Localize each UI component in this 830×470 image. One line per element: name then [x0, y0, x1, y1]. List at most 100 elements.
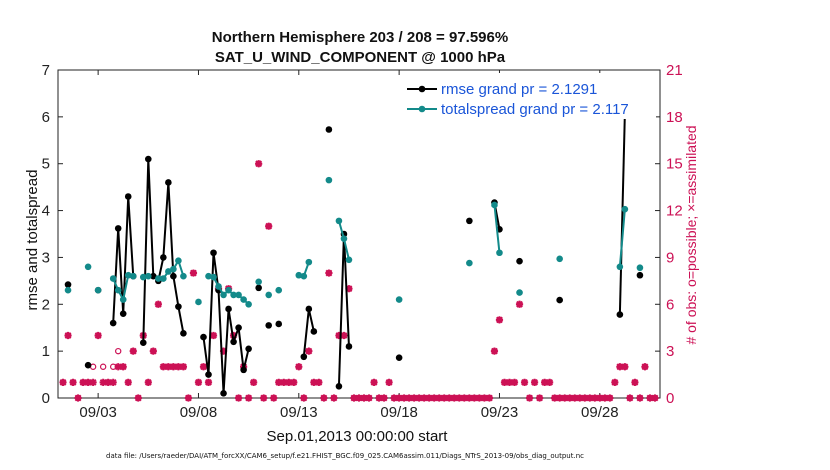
obs-assimilated-marker	[420, 394, 428, 402]
y-axis-label: rmse and totalspread	[24, 170, 41, 311]
obs-assimilated-marker	[631, 378, 639, 386]
totalspread-point	[195, 298, 202, 306]
obs-assimilated-marker	[370, 378, 378, 386]
obs-assimilated-marker	[621, 363, 629, 371]
legend-label: totalspread grand pr = 2.117	[441, 101, 629, 118]
totalspread-point	[466, 259, 473, 267]
totalspread-point	[305, 258, 313, 266]
totalspread-point	[165, 268, 172, 275]
obs-assimilated-marker	[275, 378, 283, 386]
obs-assimilated-marker	[611, 378, 619, 386]
obs-assimilated-marker	[546, 378, 554, 386]
rmse-line	[618, 113, 626, 315]
obs-assimilated-marker	[586, 394, 594, 402]
obs-assimilated-marker	[495, 316, 504, 324]
totalspread-point	[64, 286, 72, 294]
rmse-point	[325, 126, 333, 133]
x-tick-label: 09/03	[79, 404, 117, 421]
rmse-point	[220, 390, 227, 397]
obs-assimilated-marker	[270, 394, 278, 402]
obs-assimilated-marker	[265, 222, 273, 230]
rmse-point	[160, 254, 167, 261]
obs-assimilated-marker	[114, 363, 122, 371]
totalspread-point	[84, 263, 92, 271]
totalspread-point	[556, 255, 563, 263]
obs-assimilated-marker	[219, 347, 228, 355]
obs-assimilated-marker	[84, 378, 92, 386]
obs-assimilated-marker	[430, 394, 438, 402]
rmse-point	[395, 354, 403, 362]
rmse-point	[124, 193, 132, 200]
obs-assimilated-marker	[134, 394, 142, 402]
totalspread-point	[230, 291, 237, 299]
obs-assimilated-marker	[601, 394, 609, 402]
rmse-point	[305, 305, 313, 313]
obs-assimilated-marker	[99, 378, 107, 386]
obs-assimilated-marker	[651, 394, 659, 402]
obs-assimilated-marker	[164, 363, 172, 371]
totalspread-point	[265, 291, 273, 299]
totalspread-point	[225, 286, 232, 294]
rmse-point	[516, 257, 523, 265]
rmse-point	[109, 319, 117, 327]
obs-assimilated-marker	[445, 394, 453, 402]
obs-assimilated-marker	[536, 394, 544, 402]
obs-assimilated-marker	[626, 394, 634, 402]
obs-possible-marker	[99, 363, 107, 370]
rmse-point	[210, 249, 217, 257]
legend-label: rmse grand pr = 2.1291	[441, 81, 597, 98]
obs-assimilated-marker	[380, 394, 388, 402]
totalspread-point	[325, 176, 333, 184]
obs-assimilated-marker	[159, 363, 167, 371]
obs-assimilated-marker	[179, 363, 188, 371]
obs-assimilated-marker	[415, 394, 423, 402]
rmse-point	[255, 284, 262, 292]
obs-assimilated-marker	[280, 378, 288, 386]
obs-assimilated-marker	[64, 331, 72, 340]
obs-assimilated-marker	[144, 378, 152, 386]
obs-assimilated-marker	[581, 394, 589, 402]
obs-assimilated-marker	[320, 394, 328, 402]
totalspread-point	[220, 291, 227, 299]
totalspread-point	[340, 235, 348, 242]
totalspread-point	[175, 257, 182, 265]
legend-marker	[418, 85, 426, 93]
x-tick-label: 09/18	[380, 404, 418, 421]
obs-assimilated-marker	[606, 394, 614, 402]
totalspread-point	[145, 272, 152, 280]
rmse-point	[235, 324, 242, 332]
obs-assimilated-marker	[465, 394, 473, 402]
obs-assimilated-marker	[340, 331, 348, 340]
obs-assimilated-marker	[235, 394, 243, 402]
obs-assimilated-marker	[260, 394, 268, 402]
obs-assimilated-marker	[530, 378, 539, 386]
rmse-point	[225, 305, 232, 313]
obs-assimilated-marker	[395, 394, 403, 402]
obs-assimilated-marker	[390, 394, 398, 402]
rmse-point	[165, 179, 172, 186]
obs-assimilated-marker	[285, 378, 293, 386]
rmse-point	[345, 343, 353, 350]
y-tick-label: 3	[42, 249, 50, 266]
obs-assimilated-marker	[556, 394, 564, 402]
obs-assimilated-marker	[365, 394, 373, 402]
obs-assimilated-marker	[460, 394, 468, 402]
rmse-point	[180, 330, 187, 337]
obs-assimilated-marker	[520, 378, 529, 386]
rmse-point	[170, 272, 177, 280]
totalspread-point	[335, 217, 343, 225]
totalspread-point	[210, 273, 217, 281]
obs-assimilated-marker	[541, 378, 549, 386]
obs-possible-marker	[114, 347, 122, 355]
obs-assimilated-marker	[305, 347, 313, 355]
rmse-point	[466, 217, 473, 225]
y-tick-label: 0	[42, 390, 50, 407]
obs-assimilated-marker	[310, 378, 318, 386]
y2-tick-label: 12	[666, 203, 683, 220]
totalspread-point	[205, 272, 212, 280]
totalspread-point	[170, 265, 177, 273]
totalspread-point	[245, 300, 252, 308]
legend: rmse grand pr = 2.1291 totalspread grand …	[404, 73, 656, 119]
totalspread-point	[240, 296, 247, 303]
